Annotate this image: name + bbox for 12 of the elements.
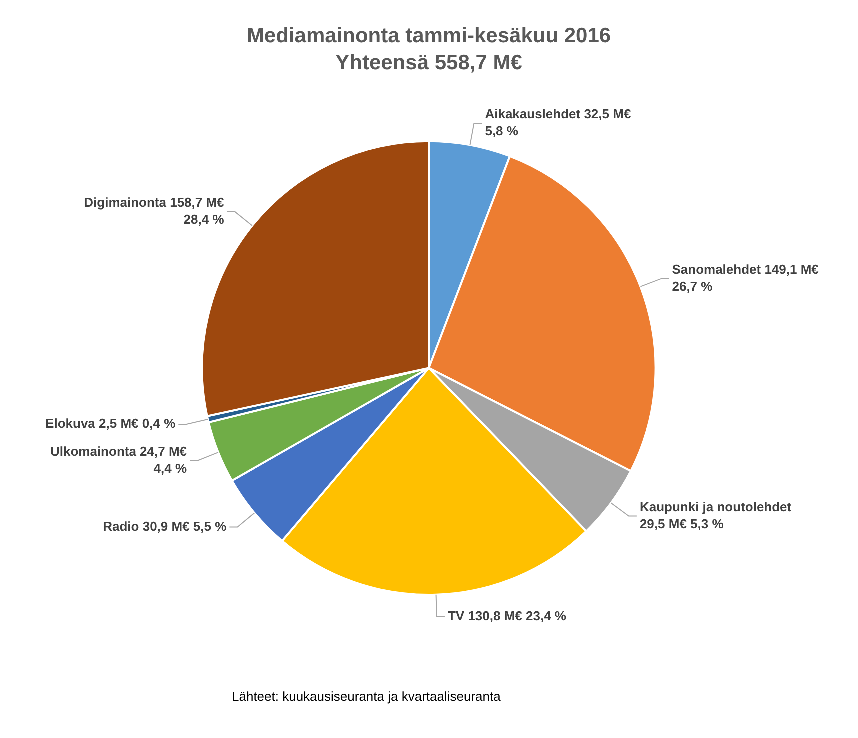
slice-label: TV 130,8 M€ 23,4 % (448, 608, 567, 624)
text: Lähteet: kuukausiseuranta ja kvartaaliseuranta (232, 688, 502, 705)
chart-subtitle: Yhteensä 558,7 M€ (336, 52, 523, 75)
data-label: 29,5 M€ 5,3 % (640, 516, 724, 532)
chart-title: Mediamainonta tammi-kesäkuu 2016 (246, 24, 612, 48)
slice-label: Radio 30,9 M€ 5,5 % (103, 518, 228, 534)
slice-label: Digimainonta 158,7 M€ 28,4 % (84, 195, 225, 228)
slice-label: Ulkomainonta 24,7 M€ 4,4 % (50, 444, 188, 476)
slice-label: Sanomalehdet 149,1 M€ 26,7 % (672, 262, 819, 294)
slice-label: Aikakauslehdet 32,5 M€ 5,8 % (485, 106, 632, 139)
slice-label: Kaupunki ja noutolehdet (640, 499, 792, 514)
slice-label: Elokuva 2,5 M€ 0,4 % (46, 416, 176, 432)
